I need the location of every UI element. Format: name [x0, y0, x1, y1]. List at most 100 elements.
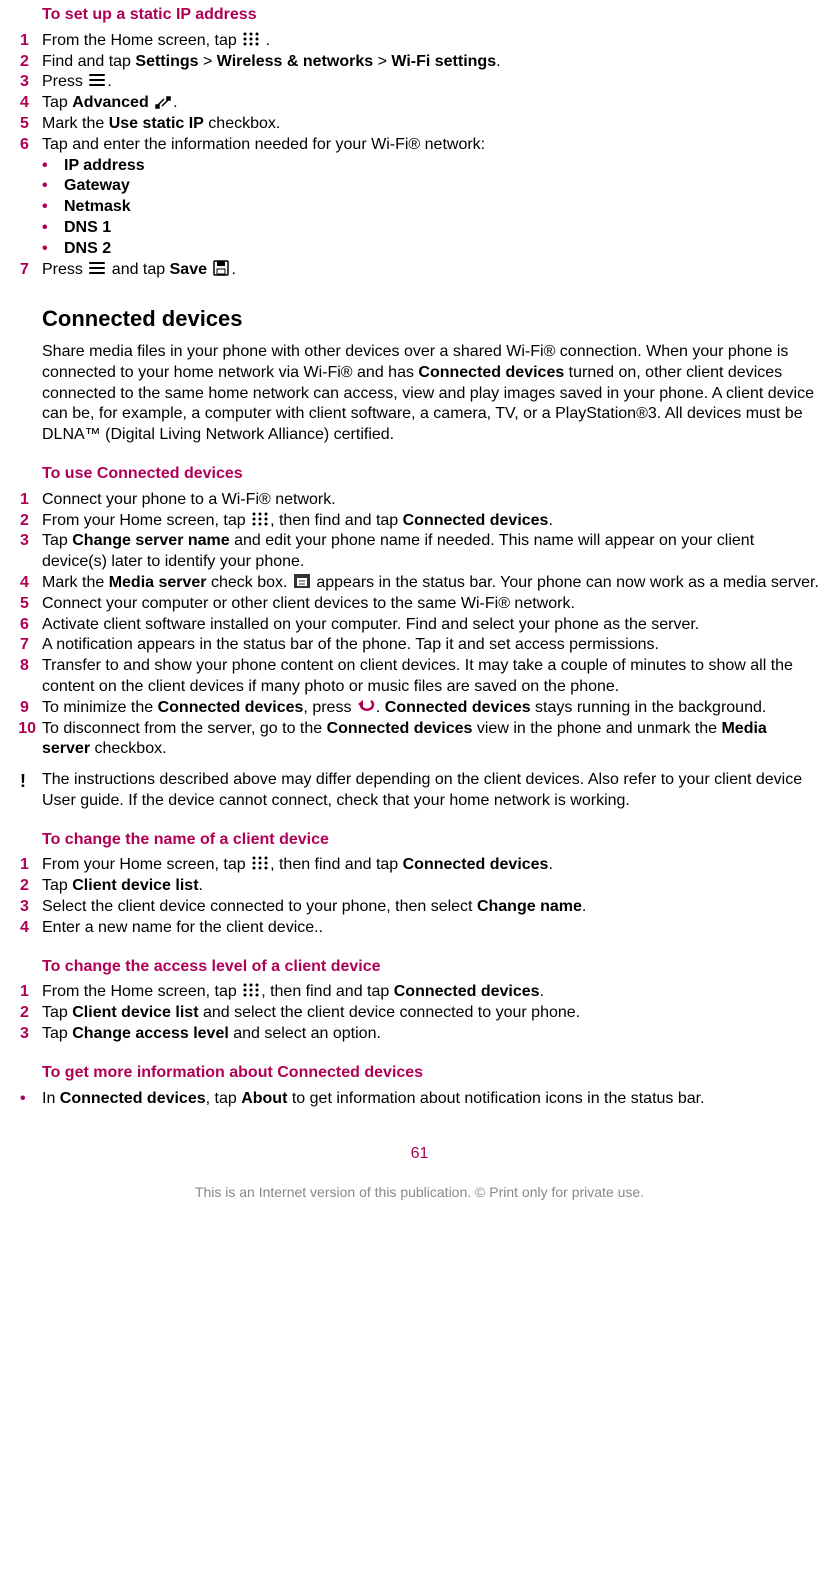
- step-row: 9 To minimize the Connected devices, pre…: [20, 698, 819, 719]
- bullet-mark: •: [42, 156, 64, 177]
- text: .: [376, 699, 385, 716]
- text: Select the client device connected to yo…: [42, 898, 477, 915]
- step-number: 7: [20, 260, 42, 281]
- step-number: 2: [20, 52, 42, 73]
- bold-text: Advanced: [72, 94, 148, 111]
- text: .: [548, 856, 552, 873]
- text: From your Home screen, tap: [42, 856, 250, 873]
- paragraph: Share media files in your phone with oth…: [42, 342, 819, 446]
- step-row: 2 From your Home screen, tap , then find…: [20, 511, 819, 532]
- step-text: Select the client device connected to yo…: [42, 897, 819, 918]
- text: Tap: [42, 1025, 72, 1042]
- text: , then find and tap: [270, 856, 403, 873]
- step-row: 8 Transfer to and show your phone conten…: [20, 656, 819, 698]
- step-text: Mark the Use static IP checkbox.: [42, 114, 819, 135]
- bold-text: Use static IP: [109, 115, 204, 132]
- step-text: Tap Advanced .: [42, 93, 819, 114]
- step-text: Transfer to and show your phone content …: [42, 656, 819, 698]
- step-text: Enter a new name for the client device..: [42, 918, 819, 939]
- apps-icon: [251, 855, 269, 871]
- step-text: Connect your phone to a Wi-Fi® network.: [42, 490, 819, 511]
- text: Tap: [42, 94, 72, 111]
- sub-bullet-row: •Gateway: [42, 176, 819, 197]
- exclamation-icon: !: [20, 770, 42, 793]
- text: checkbox.: [90, 740, 166, 757]
- step-row: 7 Press and tap Save .: [20, 260, 819, 281]
- text: In: [42, 1090, 60, 1107]
- text: From the Home screen, tap: [42, 983, 241, 1000]
- text: .: [173, 94, 177, 111]
- tools-icon: [154, 93, 172, 109]
- step-text: Activate client software installed on yo…: [42, 615, 819, 636]
- step-text: Tap and enter the information needed for…: [42, 135, 819, 156]
- text: and tap: [107, 261, 169, 278]
- step-number: 4: [20, 93, 42, 114]
- bold-text: Connected devices: [418, 364, 564, 381]
- text: , press: [303, 699, 355, 716]
- bullet-mark: •: [42, 218, 64, 239]
- text: appears in the status bar. Your phone ca…: [312, 574, 819, 591]
- section-title-use-connected: To use Connected devices: [42, 464, 819, 485]
- bullet-mark: •: [42, 239, 64, 260]
- bullet-row: • In Connected devices, tap About to get…: [20, 1089, 819, 1110]
- bold-text: Client device list: [72, 1004, 198, 1021]
- section-title-more-info: To get more information about Connected …: [42, 1063, 819, 1084]
- server-icon: [293, 573, 311, 589]
- text: .: [107, 73, 111, 90]
- bold-text: Wi-Fi settings: [391, 53, 496, 70]
- step-text: Connect your computer or other client de…: [42, 594, 819, 615]
- bullet-text: DNS 2: [64, 239, 819, 260]
- step-row: 6 Tap and enter the information needed f…: [20, 135, 819, 156]
- text: Tap: [42, 877, 72, 894]
- text: Press: [42, 261, 87, 278]
- apps-icon: [242, 31, 260, 47]
- bullet-text: Gateway: [64, 176, 819, 197]
- step-row: 3 Press .: [20, 72, 819, 93]
- step-row: 4 Tap Advanced .: [20, 93, 819, 114]
- text: .: [199, 877, 203, 894]
- sub-bullet-row: •IP address: [42, 156, 819, 177]
- text: and select the client device connected t…: [199, 1004, 581, 1021]
- section-title-change-name: To change the name of a client device: [42, 830, 819, 851]
- text: .: [496, 53, 500, 70]
- bold-text: Save: [170, 261, 207, 278]
- text: [207, 261, 211, 278]
- step-row: 1 From your Home screen, tap , then find…: [20, 855, 819, 876]
- step-number: 1: [20, 982, 42, 1003]
- bullet-text: IP address: [64, 156, 819, 177]
- text: Tap: [42, 532, 72, 549]
- step-number: 3: [20, 531, 42, 552]
- step-row: 6 Activate client software installed on …: [20, 615, 819, 636]
- step-number: 8: [20, 656, 42, 677]
- step-text: Tap Change server name and edit your pho…: [42, 531, 819, 573]
- step-text: Tap Client device list.: [42, 876, 819, 897]
- step-row: 4 Mark the Media server check box. appea…: [20, 573, 819, 594]
- text: From the Home screen, tap: [42, 32, 241, 49]
- bold-text: Settings: [135, 53, 198, 70]
- sub-bullet-row: •DNS 2: [42, 239, 819, 260]
- text: Tap: [42, 1004, 72, 1021]
- bullet-text: In Connected devices, tap About to get i…: [42, 1089, 819, 1110]
- text: To minimize the: [42, 699, 158, 716]
- text: [149, 94, 153, 111]
- bold-text: Change access level: [72, 1025, 229, 1042]
- bold-text: Connected devices: [60, 1090, 206, 1107]
- step-row: 10 To disconnect from the server, go to …: [20, 719, 819, 761]
- bold-text: Connected devices: [403, 512, 549, 529]
- bold-text: Media server: [109, 574, 207, 591]
- step-text: From the Home screen, tap , then find an…: [42, 982, 819, 1003]
- step-text: Tap Client device list and select the cl…: [42, 1003, 819, 1024]
- step-number: 1: [20, 490, 42, 511]
- bold-text: Connected devices: [403, 856, 549, 873]
- step-row: 4 Enter a new name for the client device…: [20, 918, 819, 939]
- text: Mark the: [42, 115, 109, 132]
- step-number: 4: [20, 918, 42, 939]
- bullet-mark: •: [42, 176, 64, 197]
- step-text: To minimize the Connected devices, press…: [42, 698, 819, 719]
- text: to get information about notification ic…: [287, 1090, 704, 1107]
- bold-text: Change server name: [72, 532, 229, 549]
- step-number: 6: [20, 615, 42, 636]
- sub-bullet-row: •DNS 1: [42, 218, 819, 239]
- step-number: 7: [20, 635, 42, 656]
- step-text: From your Home screen, tap , then find a…: [42, 855, 819, 876]
